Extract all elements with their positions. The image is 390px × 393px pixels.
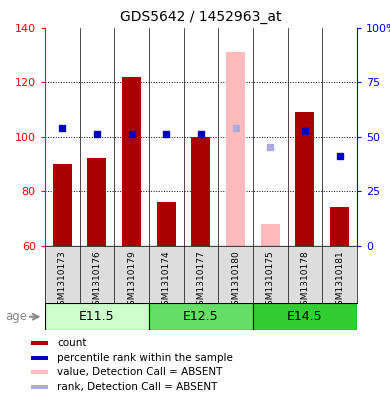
Bar [53, 164, 72, 246]
Text: value, Detection Call = ABSENT: value, Detection Call = ABSENT [57, 367, 223, 377]
Text: GSM1310173: GSM1310173 [58, 250, 67, 311]
FancyBboxPatch shape [45, 303, 149, 330]
FancyBboxPatch shape [149, 303, 253, 330]
Bar [87, 158, 106, 246]
Text: age: age [5, 310, 27, 323]
Bar [30, 356, 48, 360]
Bar [30, 385, 48, 389]
Text: E12.5: E12.5 [183, 310, 219, 323]
Bar [157, 202, 176, 246]
Bar [261, 224, 280, 246]
Text: GSM1310179: GSM1310179 [127, 250, 136, 311]
Bar [295, 112, 314, 246]
FancyBboxPatch shape [253, 303, 357, 330]
Bar [30, 370, 48, 375]
Text: rank, Detection Call = ABSENT: rank, Detection Call = ABSENT [57, 382, 218, 392]
Text: GSM1310175: GSM1310175 [266, 250, 275, 311]
Text: percentile rank within the sample: percentile rank within the sample [57, 353, 233, 363]
Bar [191, 136, 210, 246]
Text: GSM1310181: GSM1310181 [335, 250, 344, 311]
Text: GSM1310177: GSM1310177 [196, 250, 206, 311]
Text: E11.5: E11.5 [79, 310, 115, 323]
Text: GSM1310174: GSM1310174 [162, 250, 171, 311]
Bar [226, 52, 245, 246]
Text: GSM1310178: GSM1310178 [300, 250, 309, 311]
Text: E14.5: E14.5 [287, 310, 323, 323]
Text: GSM1310176: GSM1310176 [92, 250, 101, 311]
Title: GDS5642 / 1452963_at: GDS5642 / 1452963_at [120, 10, 282, 24]
Text: GSM1310180: GSM1310180 [231, 250, 240, 311]
Bar [330, 208, 349, 246]
Text: count: count [57, 338, 87, 348]
Bar [30, 341, 48, 345]
Bar [122, 77, 141, 246]
